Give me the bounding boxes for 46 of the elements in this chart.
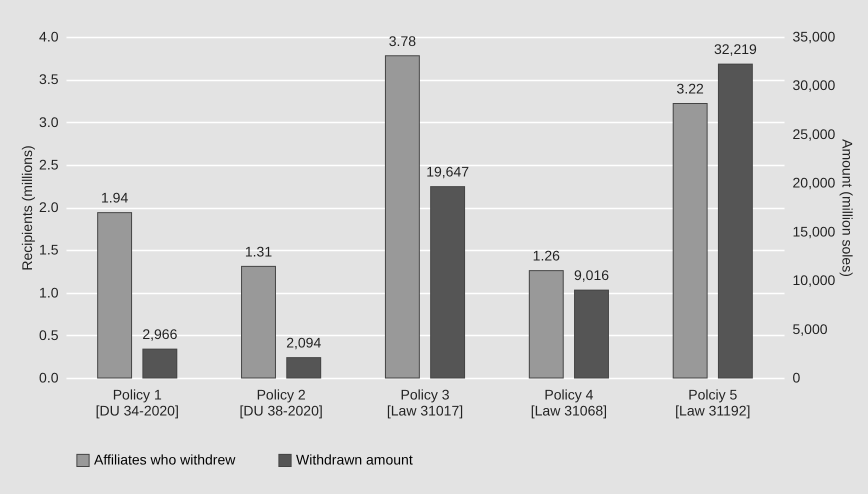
y-tick-label: 2.0 [39,199,59,215]
y-tick-label: 3.5 [39,71,59,88]
bar [574,290,609,378]
bar [241,266,276,378]
data-label: 2,966 [142,326,178,342]
bar [286,357,322,378]
data-label: 3.22 [676,80,704,96]
data-label: 2,094 [286,334,322,351]
y2-axis-title: Amount (million soles) [839,139,856,277]
data-label: 3.78 [388,32,416,49]
y2-tick-label: 35,000 [792,28,836,44]
x-tick-label: Policy 3 [Law 31017] [386,386,464,418]
bar [384,55,420,378]
bar [430,186,466,378]
data-label: 19,647 [426,164,470,180]
x-tick-label: Policy 2 [DU 38-2020] [239,386,323,418]
y-tick-label: 0.0 [39,370,59,386]
y-tick-label: 2.5 [39,156,59,172]
y-tick-label: 4.0 [39,28,59,44]
y-tick-label: 0.5 [39,326,59,343]
y2-tick-label: 10,000 [792,272,836,288]
y2-tick-label: 0 [792,370,800,386]
y-axis-title: Recipients (millions) [19,145,36,271]
data-label: 9,016 [574,267,610,284]
y2-tick-label: 25,000 [792,126,836,142]
bar [528,270,564,378]
y2-tick-label: 20,000 [792,174,836,191]
data-label: 32,219 [714,41,758,58]
y2-tick-label: 5,000 [792,320,828,337]
y2-tick-label: 30,000 [792,77,836,94]
y2-tick-label: 15,000 [792,223,836,240]
legend-label: Affiliates who withdrew [94,451,236,468]
bar [718,64,753,378]
y-tick-label: 1.5 [39,242,59,258]
y-tick-label: 1.0 [39,284,59,300]
bar [672,102,708,378]
x-tick-label: Policy 4 [Law 31068] [530,386,608,418]
bar [97,212,132,378]
x-tick-label: Polciy 5 [Law 31192] [675,386,750,418]
legend-label: Withdrawn amount [296,451,413,468]
data-label: 1.94 [100,190,128,206]
data-label: 1.26 [532,248,560,264]
x-tick-label: Policy 1 [DU 34-2020] [96,386,179,418]
bar [142,348,178,378]
y-tick-label: 3.0 [39,114,59,130]
data-label: 1.31 [244,243,272,260]
